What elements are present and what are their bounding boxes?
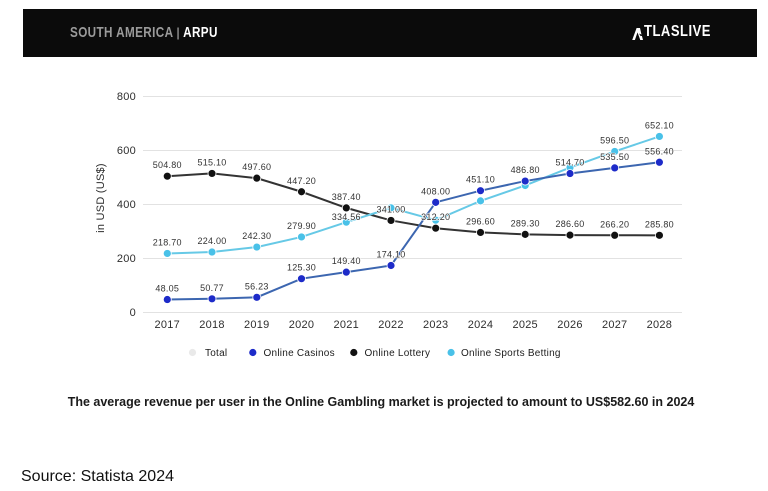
svg-text:2023: 2023 <box>423 319 448 331</box>
svg-text:334.56: 334.56 <box>332 212 361 222</box>
svg-text:279.90: 279.90 <box>287 221 316 231</box>
svg-text:149.40: 149.40 <box>332 256 361 266</box>
svg-text:556.40: 556.40 <box>645 146 674 156</box>
svg-text:50.77: 50.77 <box>200 283 224 293</box>
svg-text:408.00: 408.00 <box>421 186 450 196</box>
svg-text:2028: 2028 <box>647 319 672 331</box>
svg-text:451.10: 451.10 <box>466 175 495 185</box>
svg-text:125.30: 125.30 <box>287 263 316 273</box>
svg-text:48.05: 48.05 <box>155 284 179 294</box>
svg-text:535.50: 535.50 <box>600 152 629 162</box>
svg-text:Online Lottery: Online Lottery <box>365 348 431 359</box>
svg-text:596.50: 596.50 <box>600 135 629 145</box>
svg-text:224.00: 224.00 <box>197 236 226 246</box>
svg-text:652.10: 652.10 <box>645 120 674 130</box>
svg-text:2021: 2021 <box>334 319 359 331</box>
svg-text:242.30: 242.30 <box>242 231 271 241</box>
svg-text:in USD (US$): in USD (US$) <box>95 163 107 233</box>
svg-text:200: 200 <box>117 253 136 265</box>
svg-text:286.60: 286.60 <box>555 219 584 229</box>
svg-text:800: 800 <box>117 91 136 103</box>
svg-text:2018: 2018 <box>199 319 224 331</box>
svg-text:312.20: 312.20 <box>421 212 450 222</box>
svg-text:2022: 2022 <box>378 319 403 331</box>
svg-text:2017: 2017 <box>155 319 180 331</box>
svg-text:174.10: 174.10 <box>376 250 405 260</box>
svg-text:2027: 2027 <box>602 319 627 331</box>
svg-text:514.70: 514.70 <box>555 158 584 168</box>
svg-text:504.80: 504.80 <box>153 160 182 170</box>
svg-text:2024: 2024 <box>468 319 493 331</box>
svg-text:Online Casinos: Online Casinos <box>264 348 335 359</box>
svg-text:266.20: 266.20 <box>600 219 629 229</box>
svg-text:289.30: 289.30 <box>511 218 540 228</box>
svg-text:600: 600 <box>117 145 136 157</box>
svg-text:341.00: 341.00 <box>376 204 405 214</box>
svg-text:Total: Total <box>205 348 227 359</box>
svg-text:447.20: 447.20 <box>287 176 316 186</box>
svg-text:497.60: 497.60 <box>242 162 271 172</box>
svg-text:387.40: 387.40 <box>332 192 361 202</box>
svg-text:515.10: 515.10 <box>197 157 226 167</box>
svg-text:56.23: 56.23 <box>245 281 269 291</box>
svg-text:285.80: 285.80 <box>645 219 674 229</box>
svg-text:0: 0 <box>130 307 136 319</box>
svg-text:Online Sports Betting: Online Sports Betting <box>461 348 561 359</box>
svg-text:2019: 2019 <box>244 319 269 331</box>
svg-text:2026: 2026 <box>557 319 582 331</box>
svg-text:486.80: 486.80 <box>511 165 540 175</box>
svg-text:296.60: 296.60 <box>466 216 495 226</box>
svg-text:2020: 2020 <box>289 319 314 331</box>
svg-text:2025: 2025 <box>512 319 537 331</box>
svg-text:218.70: 218.70 <box>153 237 182 247</box>
svg-text:400: 400 <box>117 199 136 211</box>
